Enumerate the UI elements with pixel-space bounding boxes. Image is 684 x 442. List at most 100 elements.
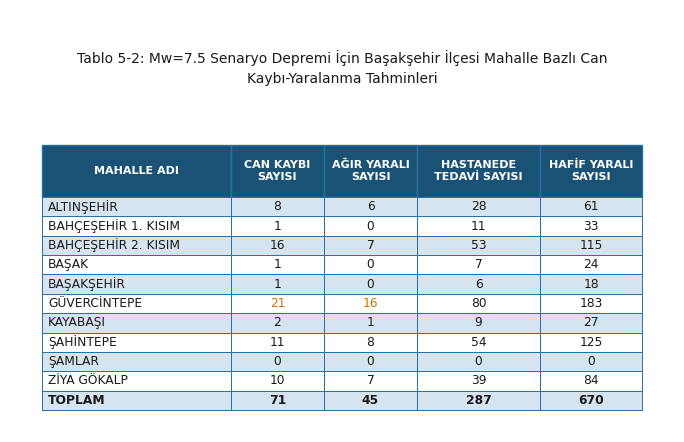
Text: HASTANEDE
TEDAVİ SAYISI: HASTANEDE TEDAVİ SAYISI xyxy=(434,160,523,182)
Bar xyxy=(324,274,417,294)
Bar xyxy=(324,352,417,371)
Text: BAŞAKŞEHİR: BAŞAKŞEHİR xyxy=(48,277,126,291)
Bar xyxy=(231,332,324,352)
Text: AĞIR YARALI
SAYISI: AĞIR YARALI SAYISI xyxy=(332,160,410,182)
Text: 61: 61 xyxy=(583,200,598,213)
Text: 6: 6 xyxy=(367,200,374,213)
Bar xyxy=(540,332,642,352)
Text: 7: 7 xyxy=(367,374,374,388)
Text: 287: 287 xyxy=(466,394,491,407)
Text: 8: 8 xyxy=(367,336,374,349)
Bar xyxy=(324,255,417,274)
Bar xyxy=(42,371,231,391)
Text: ŞAMLAR: ŞAMLAR xyxy=(48,355,99,368)
Bar xyxy=(417,236,540,255)
Bar xyxy=(540,197,642,217)
Text: 7: 7 xyxy=(475,258,482,271)
Text: 27: 27 xyxy=(583,316,598,329)
Bar xyxy=(417,274,540,294)
Bar xyxy=(540,294,642,313)
Bar xyxy=(324,294,417,313)
Text: Tablo 5-2: Mw=7.5 Senaryo Depremi İçin Başakşehir İlçesi Mahalle Bazlı Can
Kaybı: Tablo 5-2: Mw=7.5 Senaryo Depremi İçin B… xyxy=(77,50,607,86)
Text: 670: 670 xyxy=(578,394,604,407)
Bar xyxy=(231,391,324,410)
Text: 125: 125 xyxy=(579,336,603,349)
Bar xyxy=(540,391,642,410)
Bar xyxy=(540,274,642,294)
Text: TOPLAM: TOPLAM xyxy=(48,394,105,407)
Bar xyxy=(42,236,231,255)
Bar xyxy=(42,255,231,274)
Bar xyxy=(324,217,417,236)
Bar xyxy=(231,236,324,255)
Bar xyxy=(42,274,231,294)
Bar xyxy=(42,145,231,197)
Text: ALTINŞEHİR: ALTINŞEHİR xyxy=(48,200,119,213)
Bar xyxy=(231,371,324,391)
Bar xyxy=(324,332,417,352)
Bar xyxy=(417,145,540,197)
Bar xyxy=(540,217,642,236)
Text: 24: 24 xyxy=(583,258,598,271)
Text: 0: 0 xyxy=(475,355,482,368)
Bar xyxy=(417,352,540,371)
Bar xyxy=(540,255,642,274)
Bar xyxy=(417,217,540,236)
Text: 0: 0 xyxy=(587,355,595,368)
Bar xyxy=(417,371,540,391)
Bar xyxy=(42,197,231,217)
Text: BAHÇEŞEHİR 2. KISIM: BAHÇEŞEHİR 2. KISIM xyxy=(48,238,180,252)
Bar xyxy=(417,197,540,217)
Text: 71: 71 xyxy=(269,394,286,407)
Bar xyxy=(324,236,417,255)
Text: 11: 11 xyxy=(269,336,285,349)
Bar xyxy=(324,313,417,332)
Bar xyxy=(417,255,540,274)
Text: 10: 10 xyxy=(269,374,285,388)
Text: 9: 9 xyxy=(475,316,482,329)
Text: 0: 0 xyxy=(367,278,374,291)
Text: 16: 16 xyxy=(363,297,378,310)
Bar xyxy=(42,332,231,352)
Text: 33: 33 xyxy=(583,220,598,232)
Bar xyxy=(231,313,324,332)
Text: 115: 115 xyxy=(579,239,603,252)
Bar xyxy=(540,236,642,255)
Bar xyxy=(540,371,642,391)
Bar xyxy=(42,217,231,236)
Text: 16: 16 xyxy=(269,239,285,252)
Bar xyxy=(324,197,417,217)
Text: CAN KAYBI
SAYISI: CAN KAYBI SAYISI xyxy=(244,160,311,182)
Bar xyxy=(540,352,642,371)
Bar xyxy=(540,145,642,197)
Bar xyxy=(417,391,540,410)
Text: 39: 39 xyxy=(471,374,486,388)
Text: 28: 28 xyxy=(471,200,486,213)
Text: 2: 2 xyxy=(274,316,281,329)
Bar xyxy=(231,255,324,274)
Bar xyxy=(231,145,324,197)
Text: 21: 21 xyxy=(269,297,285,310)
Text: 0: 0 xyxy=(367,355,374,368)
Text: 1: 1 xyxy=(274,278,281,291)
Bar xyxy=(42,313,231,332)
Text: 84: 84 xyxy=(583,374,598,388)
Bar xyxy=(324,145,417,197)
Bar xyxy=(42,352,231,371)
Bar xyxy=(231,197,324,217)
Text: 1: 1 xyxy=(367,316,374,329)
Bar xyxy=(42,294,231,313)
Text: 0: 0 xyxy=(274,355,281,368)
Text: 54: 54 xyxy=(471,336,486,349)
Text: 0: 0 xyxy=(367,258,374,271)
Bar xyxy=(231,274,324,294)
Text: 11: 11 xyxy=(471,220,486,232)
Bar xyxy=(417,332,540,352)
Text: ZİYA GÖKALP: ZİYA GÖKALP xyxy=(48,374,128,388)
Text: 7: 7 xyxy=(367,239,374,252)
Bar xyxy=(417,294,540,313)
Text: 1: 1 xyxy=(274,258,281,271)
Text: 8: 8 xyxy=(274,200,281,213)
Text: 18: 18 xyxy=(583,278,598,291)
Bar xyxy=(231,217,324,236)
